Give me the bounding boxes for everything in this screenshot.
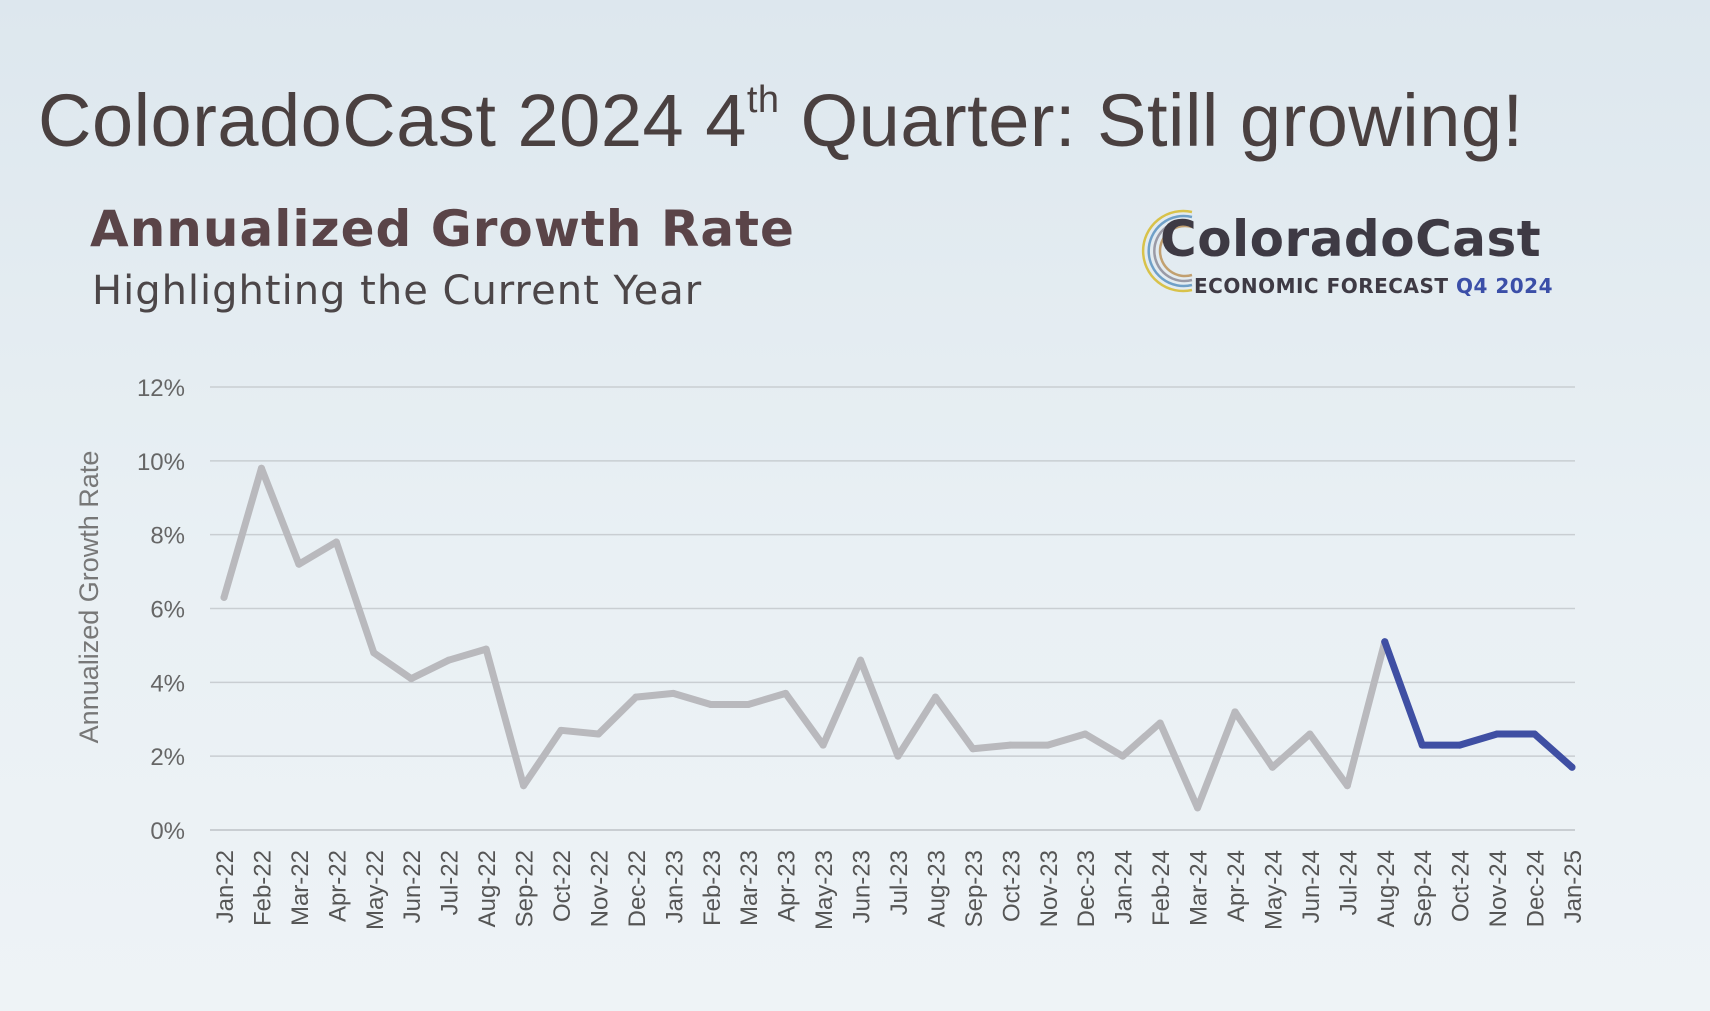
- x-tick-label: Oct-23: [998, 850, 1025, 922]
- y-tick-label: 12%: [137, 375, 185, 402]
- data-point: [857, 656, 865, 664]
- data-point: [332, 538, 340, 546]
- data-point: [445, 656, 453, 664]
- data-point: [782, 689, 790, 697]
- series-lines: [220, 464, 1576, 812]
- data-point: [931, 693, 939, 701]
- data-point: [632, 693, 640, 701]
- data-point: [557, 726, 565, 734]
- x-tick-label: Jan-23: [661, 850, 688, 923]
- x-tick-label: Jan-25: [1560, 850, 1587, 923]
- x-tick-label: Nov-23: [1036, 850, 1063, 927]
- y-tick-label: 4%: [150, 670, 185, 697]
- y-axis-label: Annualized Growth Rate: [74, 451, 104, 744]
- x-tick-label: Jul-23: [886, 850, 913, 915]
- x-tick-label: Jan-22: [212, 850, 239, 923]
- data-point: [370, 649, 378, 657]
- logo-tagline: ECONOMIC FORECAST Q4 2024: [1194, 274, 1554, 298]
- x-tick-label: Dec-24: [1523, 850, 1550, 927]
- series-line-past: [220, 464, 1389, 812]
- chart-subtitle: Highlighting the Current Year: [92, 268, 703, 314]
- x-tick-label: Apr-22: [324, 850, 351, 922]
- x-tick-label: Sep-23: [961, 850, 988, 927]
- data-point: [1119, 752, 1127, 760]
- x-tick-label: Nov-22: [586, 850, 613, 927]
- x-tick-label: Apr-23: [774, 850, 801, 922]
- x-tick-label: Sep-22: [512, 850, 539, 927]
- data-point: [1418, 741, 1426, 749]
- chart-title: Annualized Growth Rate: [90, 200, 795, 258]
- data-point: [1268, 763, 1276, 771]
- x-tick-label: Aug-23: [923, 850, 950, 927]
- y-tick-label: 8%: [150, 523, 185, 550]
- data-point: [407, 675, 415, 683]
- x-tick-label: Jul-24: [1335, 850, 1362, 915]
- data-point: [1531, 730, 1539, 738]
- slide-title: ColoradoCast 2024 4th Quarter: Still gro…: [38, 79, 1524, 162]
- data-point: [1156, 719, 1164, 727]
- series-line-current-year: [1381, 638, 1576, 771]
- x-tick-label: Oct-22: [549, 850, 576, 922]
- data-point: [969, 745, 977, 753]
- x-tick-label: Dec-23: [1073, 850, 1100, 927]
- data-point: [1081, 730, 1089, 738]
- data-point: [744, 700, 752, 708]
- data-point: [819, 741, 827, 749]
- x-tick-label: Jun-23: [849, 850, 876, 923]
- x-tick-label: Mar-24: [1186, 850, 1213, 926]
- data-point: [295, 560, 303, 568]
- y-tick-label: 2%: [150, 744, 185, 771]
- data-point: [520, 782, 528, 790]
- data-point: [594, 730, 602, 738]
- x-tick-label: Apr-24: [1223, 850, 1250, 922]
- y-tick-label: 10%: [137, 449, 185, 476]
- data-point: [257, 464, 265, 472]
- data-point: [1493, 730, 1501, 738]
- y-tick-labels: 0% 2% 4% 6% 8% 10% 12%: [137, 375, 185, 845]
- y-tick-label: 0%: [150, 818, 185, 845]
- x-tick-label: Feb-24: [1148, 850, 1175, 926]
- x-tick-label: Mar-22: [287, 850, 314, 926]
- data-point: [482, 645, 490, 653]
- x-tick-label: Jun-24: [1298, 850, 1325, 923]
- data-point: [669, 689, 677, 697]
- x-tick-label: Feb-22: [249, 850, 276, 926]
- data-point: [1231, 708, 1239, 716]
- y-tick-label: 6%: [150, 597, 185, 624]
- data-points: [220, 464, 1576, 812]
- x-tick-label: Mar-23: [736, 850, 763, 926]
- x-tick-label: Jan-24: [1111, 850, 1138, 923]
- data-point: [1381, 638, 1389, 646]
- coloradocast-logo: ColoradoCast ECONOMIC FORECAST Q4 2024: [1130, 200, 1580, 310]
- data-point: [1044, 741, 1052, 749]
- x-tick-labels: Jan-22 Feb-22 Mar-22 Apr-22 May-22 Jun-22 Jul-…: [212, 850, 1587, 930]
- x-tick-label: Nov-24: [1485, 850, 1512, 927]
- x-tick-label: Jun-22: [399, 850, 426, 923]
- data-point: [1456, 741, 1464, 749]
- data-point: [707, 700, 715, 708]
- data-point: [1006, 741, 1014, 749]
- data-point: [1306, 730, 1314, 738]
- gridlines: [210, 386, 1575, 831]
- x-tick-label: Oct-24: [1448, 850, 1475, 922]
- data-point: [1568, 763, 1576, 771]
- x-tick-label: Dec-22: [624, 850, 651, 927]
- data-point: [1194, 804, 1202, 812]
- concentric-arcs-icon: [1141, 209, 1193, 293]
- x-tick-label: Sep-24: [1410, 850, 1437, 927]
- x-tick-label: Aug-24: [1373, 850, 1400, 927]
- x-tick-label: May-24: [1260, 850, 1287, 930]
- x-tick-label: May-22: [362, 850, 389, 930]
- x-tick-label: May-23: [811, 850, 838, 930]
- x-tick-label: Jul-22: [437, 850, 464, 915]
- data-point: [1343, 782, 1351, 790]
- logo-name: ColoradoCast: [1160, 210, 1542, 268]
- x-tick-label: Aug-22: [474, 850, 501, 927]
- data-point: [220, 593, 228, 601]
- x-tick-label: Feb-23: [699, 850, 726, 926]
- data-point: [894, 752, 902, 760]
